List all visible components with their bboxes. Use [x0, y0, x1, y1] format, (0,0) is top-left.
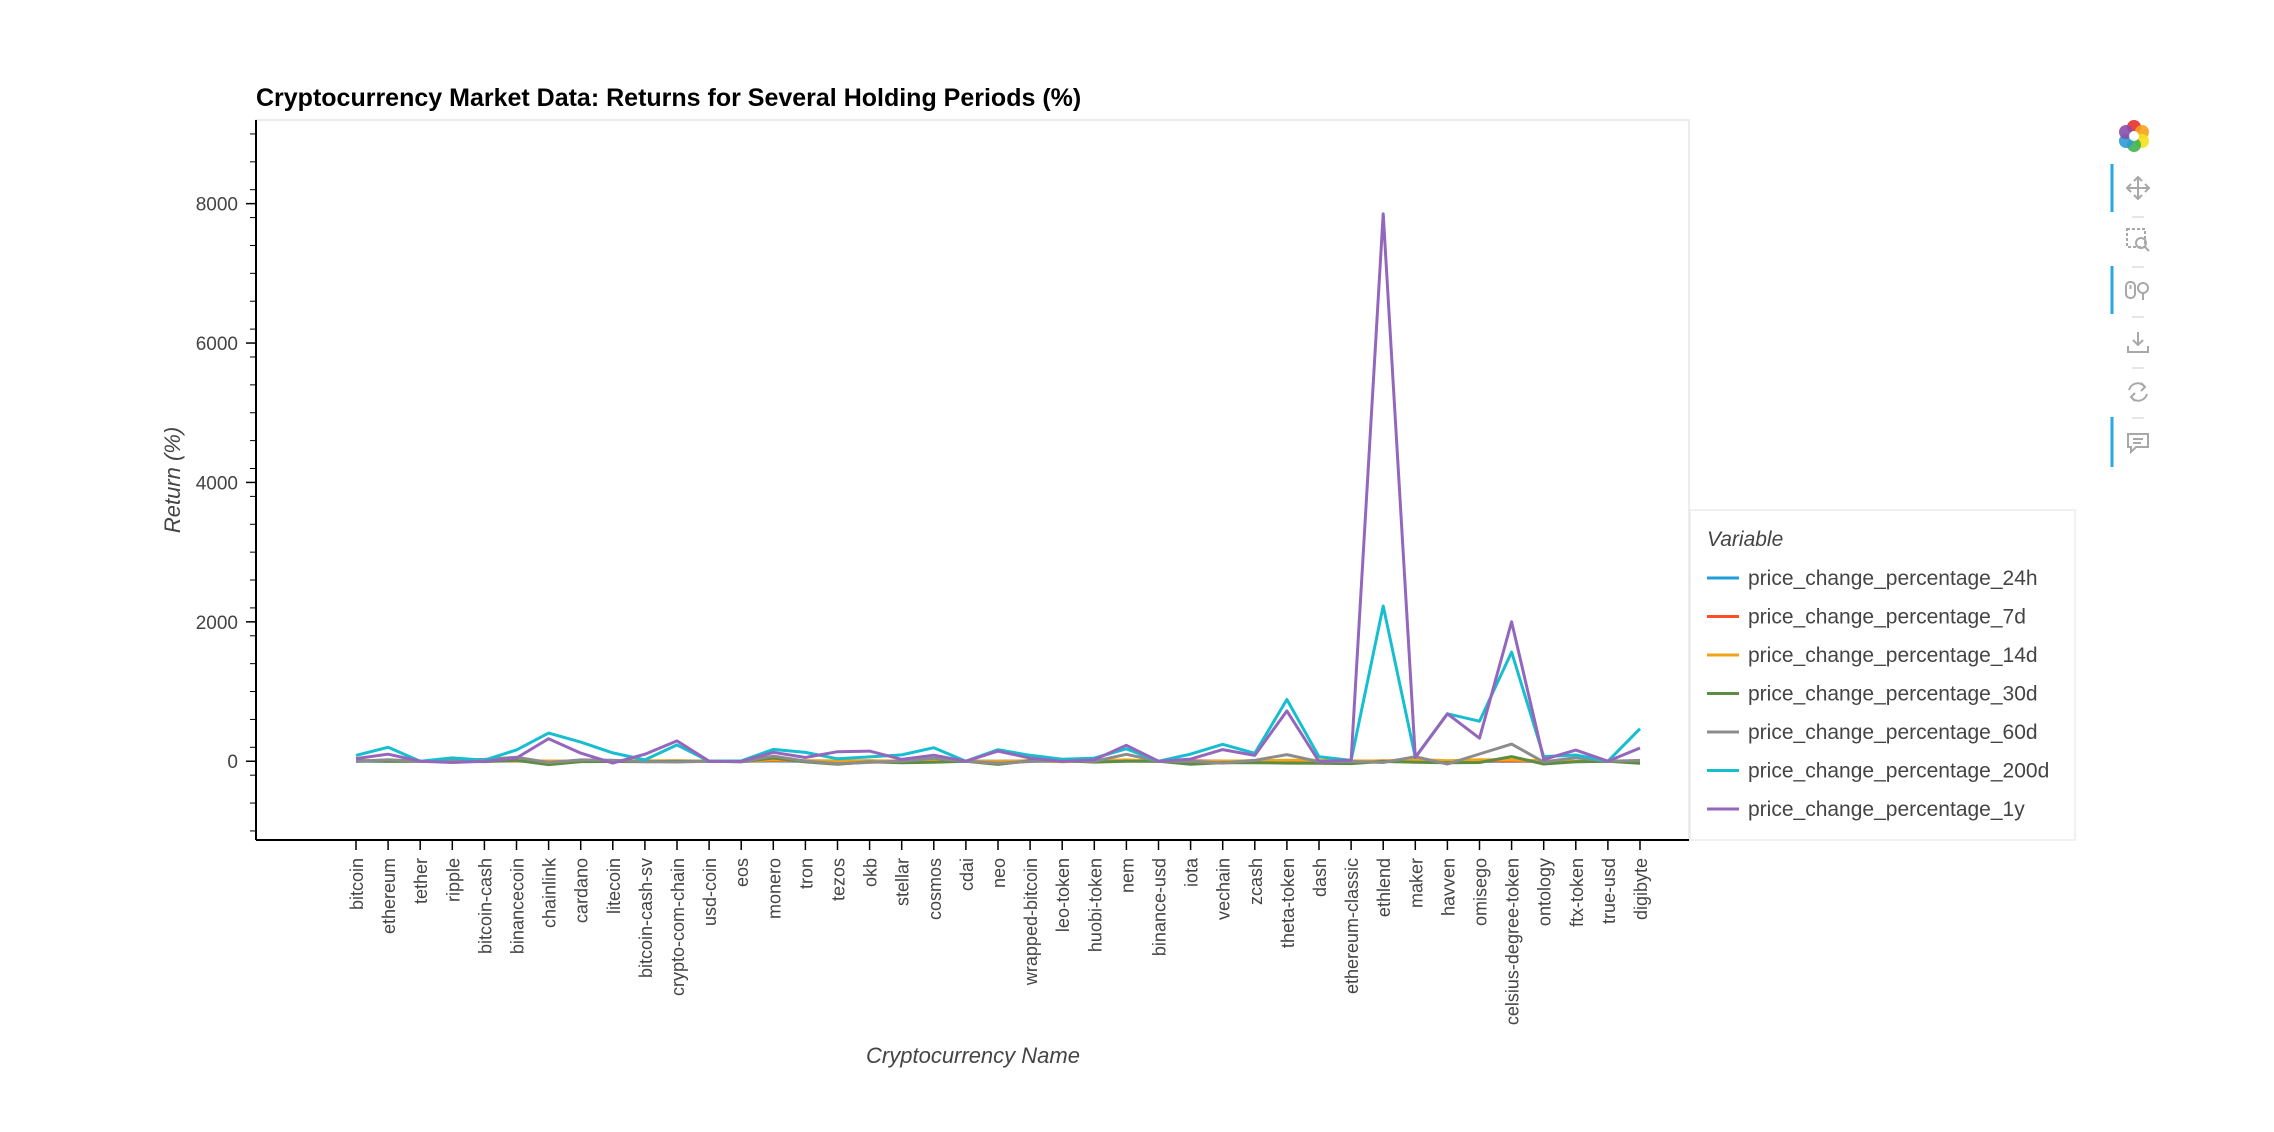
bokeh-logo-icon[interactable]: [2119, 120, 2149, 152]
x-tick-label: leo-token: [1053, 858, 1073, 932]
x-tick-label: huobi-token: [1085, 858, 1105, 952]
legend-title: Variable: [1707, 528, 1783, 551]
x-tick-label: eos: [732, 858, 752, 887]
x-tick-label: ethereum: [379, 858, 399, 934]
box-zoom-icon[interactable]: [2126, 228, 2150, 252]
x-tick-label: omisego: [1471, 858, 1491, 926]
x-tick-label: maker: [1406, 858, 1426, 908]
x-tick-label: cardano: [572, 858, 592, 923]
x-tick-label: monero: [764, 858, 784, 919]
legend: Variable price_change_percentage_24hpric…: [1689, 509, 2076, 841]
x-tick-label: bitcoin: [347, 858, 367, 910]
x-tick-label: ontology: [1535, 858, 1555, 926]
x-tick-label: litecoin: [604, 858, 624, 914]
x-tick-label: crypto-com-chain: [668, 858, 688, 996]
series-lines: [355, 212, 1642, 767]
series-line-price_change_percentage_1y: [355, 212, 1641, 765]
x-tick-label: celsius-degree-token: [1503, 858, 1523, 1025]
reset-icon[interactable]: [2128, 382, 2148, 402]
legend-box: [1689, 509, 2076, 841]
y-tick-label: 4000: [196, 473, 238, 494]
legend-items: price_change_percentage_24h price_change_…: [1707, 567, 2049, 821]
x-tick-label: chainlink: [540, 857, 560, 928]
x-tick-label: binance-usd: [1150, 858, 1170, 956]
x-tick-label: cdai: [957, 858, 977, 891]
y-tick-label: 8000: [196, 195, 238, 216]
legend-label: price_change_percentage_60d: [1748, 721, 2038, 744]
pan-icon[interactable]: [2125, 175, 2151, 201]
x-tick-label: bitcoin-cash-sv: [636, 858, 656, 978]
y-tick-label: 0: [227, 752, 238, 773]
plot-frame: [255, 119, 1690, 841]
y-axis-ticks: 0 2000 4000 6000 8000: [196, 133, 256, 832]
x-tick-label: havven: [1438, 858, 1458, 916]
x-tick-label: tether: [411, 858, 431, 904]
x-tick-label: ethereum-classic: [1342, 858, 1362, 994]
series-line-price_change_percentage_60d: [355, 742, 1641, 766]
x-tick-label: true-usd: [1599, 858, 1619, 924]
x-tick-label: ftx-token: [1567, 858, 1587, 927]
legend-label: price_change_percentage_30d: [1748, 683, 2038, 706]
x-tick-label: cosmos: [925, 858, 945, 920]
x-tick-label: digibyte: [1631, 858, 1651, 920]
wheel-zoom-icon[interactable]: [2125, 281, 2149, 300]
hover-icon[interactable]: [2127, 433, 2149, 455]
legend-label: price_change_percentage_14d: [1748, 644, 2038, 667]
x-tick-label: okb: [861, 858, 881, 887]
y-tick-label: 2000: [196, 613, 238, 634]
x-tick-label: ripple: [443, 858, 463, 902]
x-axis-ticks: bitcoin ethereum tether ripple bitcoin-cash b…: [347, 840, 1651, 1025]
save-icon[interactable]: [2127, 332, 2149, 353]
legend-label: price_change_percentage_24h: [1748, 567, 2038, 590]
x-tick-label: zcash: [1246, 858, 1266, 905]
x-tick-label: vechain: [1214, 858, 1234, 920]
legend-label: price_change_percentage_1y: [1748, 798, 2025, 821]
x-tick-label: ethlend: [1374, 858, 1394, 917]
x-tick-label: tezos: [829, 858, 849, 901]
legend-label: price_change_percentage_7d: [1748, 606, 2026, 629]
x-tick-label: stellar: [893, 858, 913, 906]
chart-title: Cryptocurrency Market Data: Returns for …: [256, 84, 1081, 112]
x-tick-label: neo: [989, 858, 1009, 888]
x-tick-label: tron: [796, 858, 816, 889]
legend-label: price_change_percentage_200d: [1748, 760, 2049, 783]
x-axis-label: Cryptocurrency Name: [866, 1043, 1080, 1068]
plot-toolbar: [2110, 112, 2162, 492]
y-tick-label: 6000: [196, 334, 238, 355]
x-tick-label: usd-coin: [700, 858, 720, 926]
x-tick-label: iota: [1182, 857, 1202, 887]
x-tick-label: nem: [1117, 858, 1137, 893]
x-tick-label: bitcoin-cash: [475, 858, 495, 954]
x-tick-label: binancecoin: [508, 858, 528, 954]
x-tick-label: wrapped-bitcoin: [1021, 858, 1041, 986]
x-tick-label: theta-token: [1278, 858, 1298, 948]
x-tick-label: dash: [1310, 858, 1330, 897]
y-axis-label: Return (%): [160, 427, 185, 533]
